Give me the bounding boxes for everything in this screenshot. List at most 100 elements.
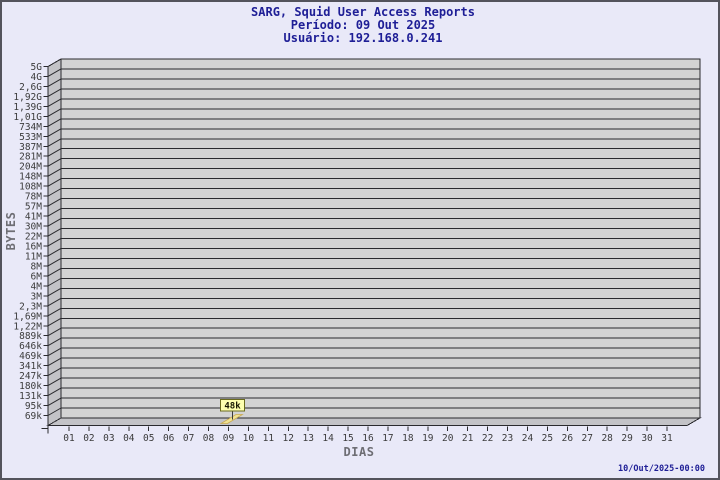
gridline-depth — [47, 158, 62, 167]
gridline-depth — [47, 118, 62, 127]
x-tick-label: 18 — [402, 433, 414, 444]
y-tick-label: 889k — [19, 331, 42, 342]
page-title: SARG, Squid User Access Reports — [251, 5, 475, 19]
gridline-depth — [47, 327, 62, 337]
x-tick-label: 29 — [621, 433, 633, 444]
report-user: Usuário: 192.168.0.241 — [284, 31, 443, 45]
gridline-depth — [47, 317, 62, 327]
gridline-depth — [47, 198, 62, 207]
x-tick-label: 25 — [542, 433, 553, 444]
y-tick-label: 1,22M — [13, 321, 42, 332]
gridline-depth — [47, 238, 62, 247]
y-tick-label: 11M — [25, 251, 42, 262]
gridline-depth — [47, 287, 62, 297]
y-tick-label: 1,01G — [13, 112, 42, 123]
x-tick-label: 01 — [63, 433, 75, 444]
y-axis-title: BYTES — [4, 212, 18, 251]
x-tick-label: 22 — [482, 433, 493, 444]
x-tick-label: 08 — [203, 433, 215, 444]
gridline-depth — [47, 387, 62, 396]
y-tick-label: 108M — [19, 182, 42, 193]
generated-date: 10/Out/2025-00:00 — [618, 464, 705, 474]
y-tick-label: 469k — [19, 351, 42, 362]
x-tick-label: 15 — [342, 433, 353, 444]
y-tick-label: 387M — [19, 142, 42, 153]
y-tick-label: 148M — [19, 172, 42, 183]
plot-3d-frame — [46, 58, 702, 427]
gridline-depth — [47, 78, 62, 87]
y-tick-label: 4G — [31, 72, 43, 83]
x-tick-label: 03 — [103, 433, 114, 444]
y-tick-label: 30M — [25, 222, 42, 233]
chart-title-block: SARG, Squid User Access Reports Período:… — [251, 5, 475, 45]
gridline-depth — [47, 297, 62, 307]
y-gridlines — [43, 58, 700, 416]
gridline-depth — [47, 58, 62, 67]
y-tick-label: 1,69M — [13, 311, 42, 322]
x-tick-label: 20 — [442, 433, 454, 444]
x-tick-label: 10 — [243, 433, 255, 444]
gridline-depth — [47, 248, 62, 257]
gridline-depth — [47, 98, 62, 107]
x-tick-label: 13 — [302, 433, 313, 444]
gridline-depth — [47, 218, 62, 227]
x-tick-label: 31 — [661, 433, 673, 444]
y-tick-label: 2,6G — [19, 82, 42, 93]
gridline-depth — [47, 267, 62, 277]
x-tick-label: 12 — [283, 433, 294, 444]
data-point-day09: 48k — [219, 399, 245, 424]
y-tick-label: 57M — [25, 202, 42, 213]
y-axis-labels: 5G4G2,6G1,92G1,39G1,01G734M533M387M281M2… — [13, 62, 42, 422]
x-tick-label: 24 — [522, 433, 534, 444]
gridline-depth — [47, 108, 62, 117]
gridline-depth — [47, 138, 62, 147]
x-tick-label: 05 — [143, 433, 154, 444]
y-tick-label: 22M — [25, 232, 42, 243]
y-tick-label: 533M — [19, 132, 42, 143]
gridline-depth — [47, 337, 62, 347]
x-tick-label: 14 — [322, 433, 334, 444]
y-tick-label: 131k — [19, 391, 42, 402]
gridline-depth — [47, 357, 62, 367]
x-tick-label: 06 — [163, 433, 175, 444]
data-point-label: 48k — [224, 402, 241, 412]
y-tick-label: 247k — [19, 371, 42, 382]
gridline-depth — [47, 377, 62, 387]
x-tick-label: 04 — [123, 433, 135, 444]
x-tick-label: 28 — [601, 433, 613, 444]
x-tick-label: 07 — [183, 433, 194, 444]
x-tick-label: 16 — [362, 433, 374, 444]
x-tick-label: 11 — [263, 433, 275, 444]
gridline-depth — [47, 188, 62, 197]
gridline-depth — [47, 128, 62, 137]
origin-axis-cross — [41, 425, 49, 434]
gridline-depth — [47, 407, 62, 416]
x-tick-label: 23 — [502, 433, 513, 444]
x-tick-label: 27 — [582, 433, 593, 444]
plot-floor — [46, 417, 702, 426]
y-tick-label: 2,3M — [19, 301, 42, 312]
gridline-depth — [47, 88, 62, 97]
x-axis-ticks: 01 02 03 04 05 06 07 08 09 10 11 12 13 14 15 16 17 18 19 20… — [63, 426, 673, 444]
y-tick-label: 5G — [31, 62, 43, 73]
y-tick-label: 8M — [31, 261, 43, 272]
y-tick-label: 281M — [19, 152, 42, 163]
gridline-depth — [47, 148, 62, 157]
y-tick-label: 41M — [25, 212, 42, 223]
x-tick-label: 30 — [641, 433, 653, 444]
gridline-depth — [47, 68, 62, 77]
y-tick-label: 1,92G — [13, 92, 42, 103]
gridline-depth — [47, 257, 62, 267]
y-tick-label: 3M — [31, 291, 43, 302]
report-period: Período: 09 Out 2025 — [291, 18, 436, 32]
y-tick-label: 1,39G — [13, 102, 42, 113]
gridline-depth — [47, 178, 62, 187]
gridline-depth — [47, 228, 62, 237]
y-tick-label: 646k — [19, 341, 42, 352]
y-tick-label: 4M — [31, 281, 43, 292]
y-tick-label: 6M — [31, 271, 43, 282]
gridline-depth — [47, 347, 62, 357]
y-tick-label: 16M — [25, 241, 42, 252]
gridline-depth — [47, 208, 62, 217]
